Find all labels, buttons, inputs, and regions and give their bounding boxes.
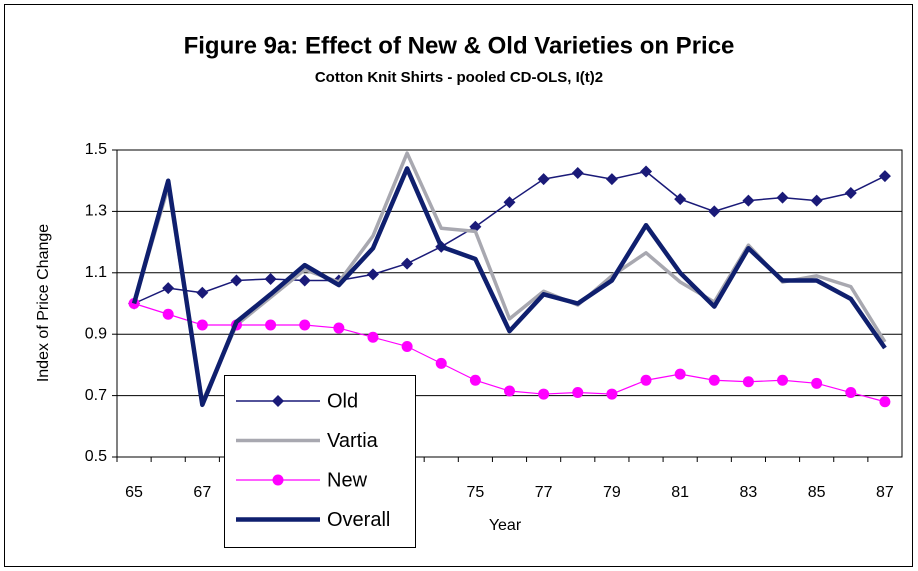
x-tick-label: 75 [466, 484, 484, 501]
legend-label: Overall [327, 509, 390, 531]
series-line [131, 166, 887, 408]
point [298, 274, 311, 287]
point [503, 196, 516, 209]
point [571, 167, 584, 180]
legend-label: Vartia [327, 430, 379, 452]
legend-label: Old [327, 390, 358, 412]
chart-title: Figure 9a: Effect of New & Old Varieties… [184, 32, 735, 59]
y-axis-label: Index of Price Change [35, 224, 52, 382]
point [469, 374, 481, 386]
legend-marker [272, 474, 284, 486]
point [504, 385, 515, 397]
y-tick-label: 1.3 [85, 203, 107, 220]
y-tick-label: 1.5 [85, 141, 107, 158]
point [196, 286, 209, 299]
point [810, 194, 823, 207]
legend: Old Vartia New Overall [224, 375, 416, 548]
point [196, 319, 208, 331]
point [605, 173, 618, 186]
point [606, 388, 618, 400]
point [708, 374, 720, 386]
y-tick-label: 0.7 [85, 387, 107, 404]
y-tick-label: 1.1 [85, 264, 107, 281]
point [708, 205, 721, 218]
point [333, 322, 345, 334]
point [674, 193, 687, 206]
point [230, 274, 243, 287]
x-tick-label: 77 [535, 484, 553, 501]
point [299, 319, 311, 331]
point [844, 186, 857, 199]
x-tick-label: 85 [808, 484, 826, 501]
point [742, 194, 755, 207]
point [162, 308, 174, 320]
point [367, 331, 379, 343]
x-tick-label: 81 [671, 484, 689, 501]
point [777, 374, 789, 386]
point [401, 257, 414, 270]
point [879, 396, 891, 408]
x-tick-label: 83 [740, 484, 758, 501]
point [674, 368, 686, 380]
point [162, 282, 175, 295]
y-tick-label: 0.9 [85, 325, 107, 342]
point [640, 165, 653, 178]
point [572, 387, 584, 399]
legend-marker [272, 395, 284, 407]
point [265, 319, 277, 331]
point [776, 191, 789, 204]
point [435, 357, 447, 369]
point [264, 272, 277, 285]
point [811, 377, 823, 389]
legend-label: New [327, 469, 368, 491]
point [845, 387, 857, 399]
x-tick-label: 79 [603, 484, 621, 501]
y-tick-label: 0.5 [85, 448, 107, 465]
point [366, 268, 379, 281]
point [537, 173, 550, 186]
chart-subtitle: Cotton Knit Shirts - pooled CD-OLS, I(t)… [315, 69, 603, 86]
point [538, 388, 550, 400]
point [878, 170, 891, 183]
point [742, 376, 754, 388]
x-tick-label: 87 [876, 484, 894, 501]
point [401, 340, 413, 352]
x-tick-label: 67 [193, 484, 211, 501]
x-axis-label: Year [489, 517, 522, 534]
x-tick-label: 65 [125, 484, 143, 501]
point [640, 374, 652, 386]
